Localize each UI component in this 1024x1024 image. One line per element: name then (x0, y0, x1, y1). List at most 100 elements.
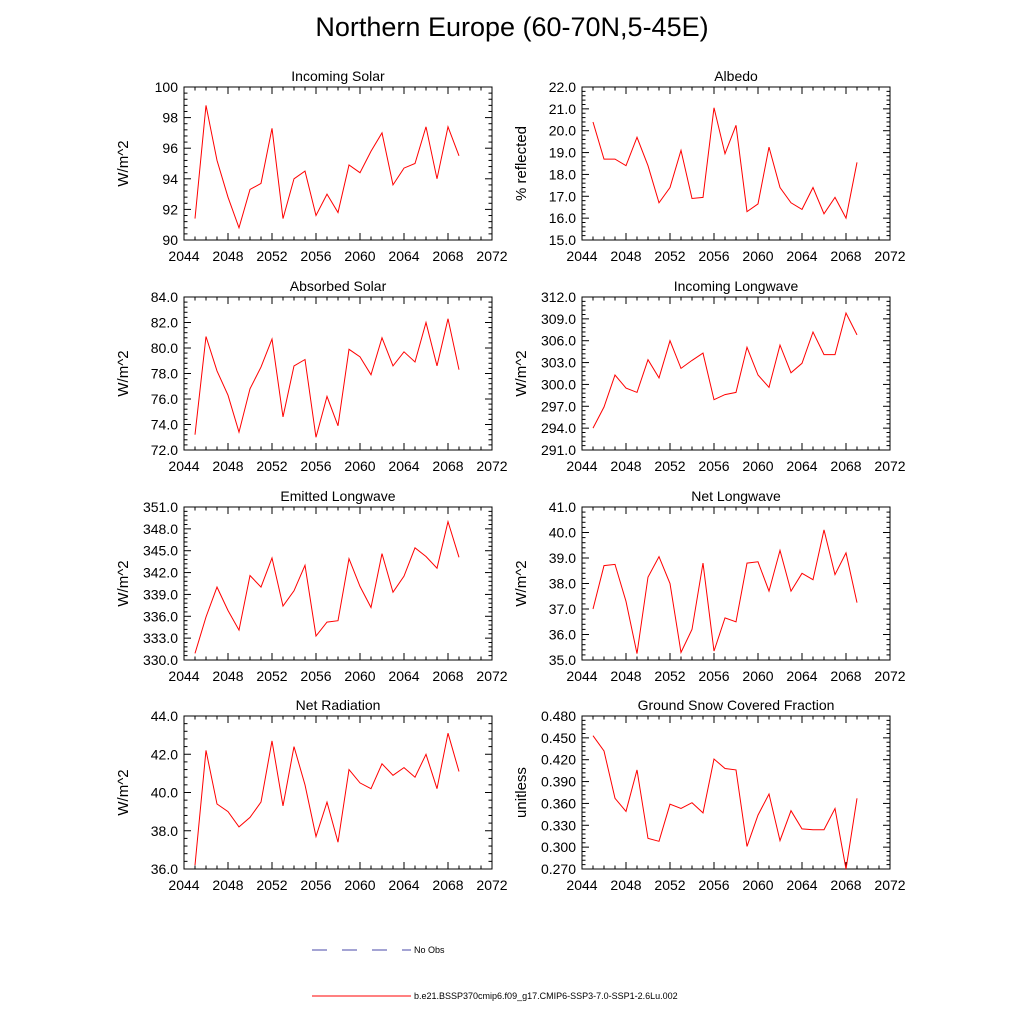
albedo-frame (581, 86, 891, 241)
emitted-longwave-x-tick-label: 2068 (432, 668, 463, 684)
net-longwave-x-tick-label: 2056 (698, 668, 729, 684)
albedo-y-tick-label: 16.0 (549, 210, 576, 226)
ground-snow-covered-fraction-x-tick-label: 2056 (698, 877, 729, 893)
ground-snow-covered-fraction-panel: Ground Snow Covered Fraction 2044 2048 2052… (513, 697, 906, 893)
net-longwave-y-tick-label: 41.0 (549, 499, 576, 515)
albedo-x-tick-label: 2056 (698, 248, 729, 264)
albedo-y-tick-label: 18.0 (549, 166, 576, 182)
net-radiation-title: Net Radiation (296, 697, 381, 713)
net-radiation-y-tick-label: 38.0 (151, 823, 178, 839)
absorbed-solar-x-tick-label: 2060 (344, 458, 375, 474)
emitted-longwave-x-tick-label: 2072 (476, 668, 507, 684)
emitted-longwave-title: Emitted Longwave (280, 488, 395, 504)
absorbed-solar-x-tick-label: 2056 (300, 458, 331, 474)
incoming-longwave-y-tick-label: 297.0 (541, 398, 576, 414)
emitted-longwave-y-tick-label: 351.0 (143, 499, 178, 515)
absorbed-solar-frame (183, 296, 493, 451)
albedo-panel: Albedo 2044 2048 2052 2056 2060 2064 2068 2072 15… (513, 68, 906, 264)
net-longwave-panel: Net Longwave 2044 2048 2052 2056 2060 2064 2068… (513, 488, 906, 684)
net-radiation-x-tick-label: 2068 (432, 877, 463, 893)
ground-snow-covered-fraction-x-tick-label: 2044 (566, 877, 597, 893)
ground-snow-covered-fraction-y-tick-label: 0.390 (541, 774, 576, 790)
albedo-y-tick-label: 19.0 (549, 145, 576, 161)
emitted-longwave-x-tick-label: 2064 (388, 668, 419, 684)
albedo-y-axis-label: % reflected (513, 126, 530, 201)
net-longwave-x-tick-label: 2048 (610, 668, 641, 684)
incoming-solar-y-tick-label: 98 (162, 110, 178, 126)
ground-snow-covered-fraction-title: Ground Snow Covered Fraction (638, 697, 835, 713)
net-radiation-frame (183, 715, 493, 870)
incoming-longwave-x-tick-label: 2056 (698, 458, 729, 474)
incoming-solar-x-tick-label: 2064 (388, 248, 419, 264)
incoming-longwave-y-axis-label: W/m^2 (513, 350, 530, 396)
incoming-longwave-x-tick-label: 2048 (610, 458, 641, 474)
ground-snow-covered-fraction-y-axis-label: unitless (513, 767, 530, 818)
albedo-y-tick-label: 15.0 (549, 232, 576, 248)
absorbed-solar-y-tick-label: 84.0 (151, 289, 178, 305)
net-radiation-y-tick-label: 40.0 (151, 785, 178, 801)
absorbed-solar-y-tick-label: 78.0 (151, 366, 178, 382)
absorbed-solar-y-tick-label: 72.0 (151, 442, 178, 458)
figure-title: Northern Europe (60-70N,5-45E) (315, 12, 709, 42)
ground-snow-covered-fraction-x-tick-label: 2052 (654, 877, 685, 893)
ground-snow-covered-fraction-x-tick-label: 2048 (610, 877, 641, 893)
albedo-series-line (592, 107, 858, 220)
emitted-longwave-y-tick-label: 348.0 (143, 521, 178, 537)
ground-snow-covered-fraction-x-tick-label: 2064 (786, 877, 817, 893)
net-longwave-x-tick-label: 2068 (830, 668, 861, 684)
incoming-solar-series-line (194, 105, 460, 230)
ground-snow-covered-fraction-series-line (592, 735, 858, 870)
incoming-longwave-y-tick-label: 303.0 (541, 355, 576, 371)
incoming-longwave-y-tick-label: 300.0 (541, 376, 576, 392)
incoming-solar-x-tick-label: 2072 (476, 248, 507, 264)
net-longwave-frame (581, 506, 891, 661)
albedo-x-tick-label: 2064 (786, 248, 817, 264)
albedo-x-tick-label: 2044 (566, 248, 597, 264)
incoming-longwave-y-tick-label: 306.0 (541, 333, 576, 349)
net-radiation-x-tick-label: 2048 (212, 877, 243, 893)
albedo-x-tick-label: 2072 (874, 248, 905, 264)
legend-no-obs-label: No Obs (414, 945, 445, 955)
emitted-longwave-x-tick-label: 2044 (168, 668, 199, 684)
net-longwave-x-tick-label: 2072 (874, 668, 905, 684)
absorbed-solar-x-tick-label: 2068 (432, 458, 463, 474)
absorbed-solar-x-tick-label: 2064 (388, 458, 419, 474)
emitted-longwave-y-tick-label: 345.0 (143, 543, 178, 559)
net-longwave-x-tick-label: 2064 (786, 668, 817, 684)
incoming-solar-x-tick-label: 2056 (300, 248, 331, 264)
emitted-longwave-panel: Emitted Longwave 2044 2048 2052 2056 2060 2064… (115, 488, 508, 684)
net-radiation-x-tick-label: 2060 (344, 877, 375, 893)
incoming-longwave-y-tick-label: 309.0 (541, 311, 576, 327)
ground-snow-covered-fraction-y-tick-label: 0.420 (541, 752, 576, 768)
incoming-solar-x-tick-label: 2044 (168, 248, 199, 264)
albedo-y-tick-label: 17.0 (549, 188, 576, 204)
net-longwave-y-tick-label: 38.0 (549, 576, 576, 592)
net-longwave-x-tick-label: 2044 (566, 668, 597, 684)
net-longwave-y-axis-label: W/m^2 (513, 560, 530, 606)
net-radiation-x-tick-label: 2044 (168, 877, 199, 893)
absorbed-solar-x-tick-label: 2072 (476, 458, 507, 474)
emitted-longwave-y-axis-label: W/m^2 (115, 560, 132, 606)
net-longwave-y-tick-label: 39.0 (549, 550, 576, 566)
legend: No Obs b.e21.BSSP370cmip6.f09_g17.CMIP6-S… (312, 945, 678, 1001)
emitted-longwave-y-tick-label: 342.0 (143, 565, 178, 581)
incoming-longwave-series-line (592, 311, 858, 429)
albedo-y-tick-label: 21.0 (549, 101, 576, 117)
incoming-solar-frame (183, 86, 493, 241)
incoming-longwave-panel: Incoming Longwave 2044 2048 2052 2056 2060 206… (513, 278, 906, 474)
net-radiation-y-tick-label: 44.0 (151, 708, 178, 724)
incoming-solar-title: Incoming Solar (291, 68, 385, 84)
net-longwave-y-tick-label: 35.0 (549, 652, 576, 668)
emitted-longwave-series-line (194, 519, 460, 654)
absorbed-solar-title: Absorbed Solar (290, 278, 387, 294)
ground-snow-covered-fraction-frame (581, 715, 891, 870)
incoming-solar-x-tick-label: 2060 (344, 248, 375, 264)
incoming-longwave-y-tick-label: 291.0 (541, 442, 576, 458)
incoming-solar-y-tick-label: 100 (155, 79, 179, 95)
legend-run-label: b.e21.BSSP370cmip6.f09_g17.CMIP6-SSP3-7.… (414, 991, 678, 1001)
ground-snow-covered-fraction-x-tick-label: 2072 (874, 877, 905, 893)
net-radiation-series-line (194, 733, 460, 866)
incoming-longwave-x-tick-label: 2068 (830, 458, 861, 474)
net-longwave-x-tick-label: 2060 (742, 668, 773, 684)
net-radiation-x-tick-label: 2072 (476, 877, 507, 893)
